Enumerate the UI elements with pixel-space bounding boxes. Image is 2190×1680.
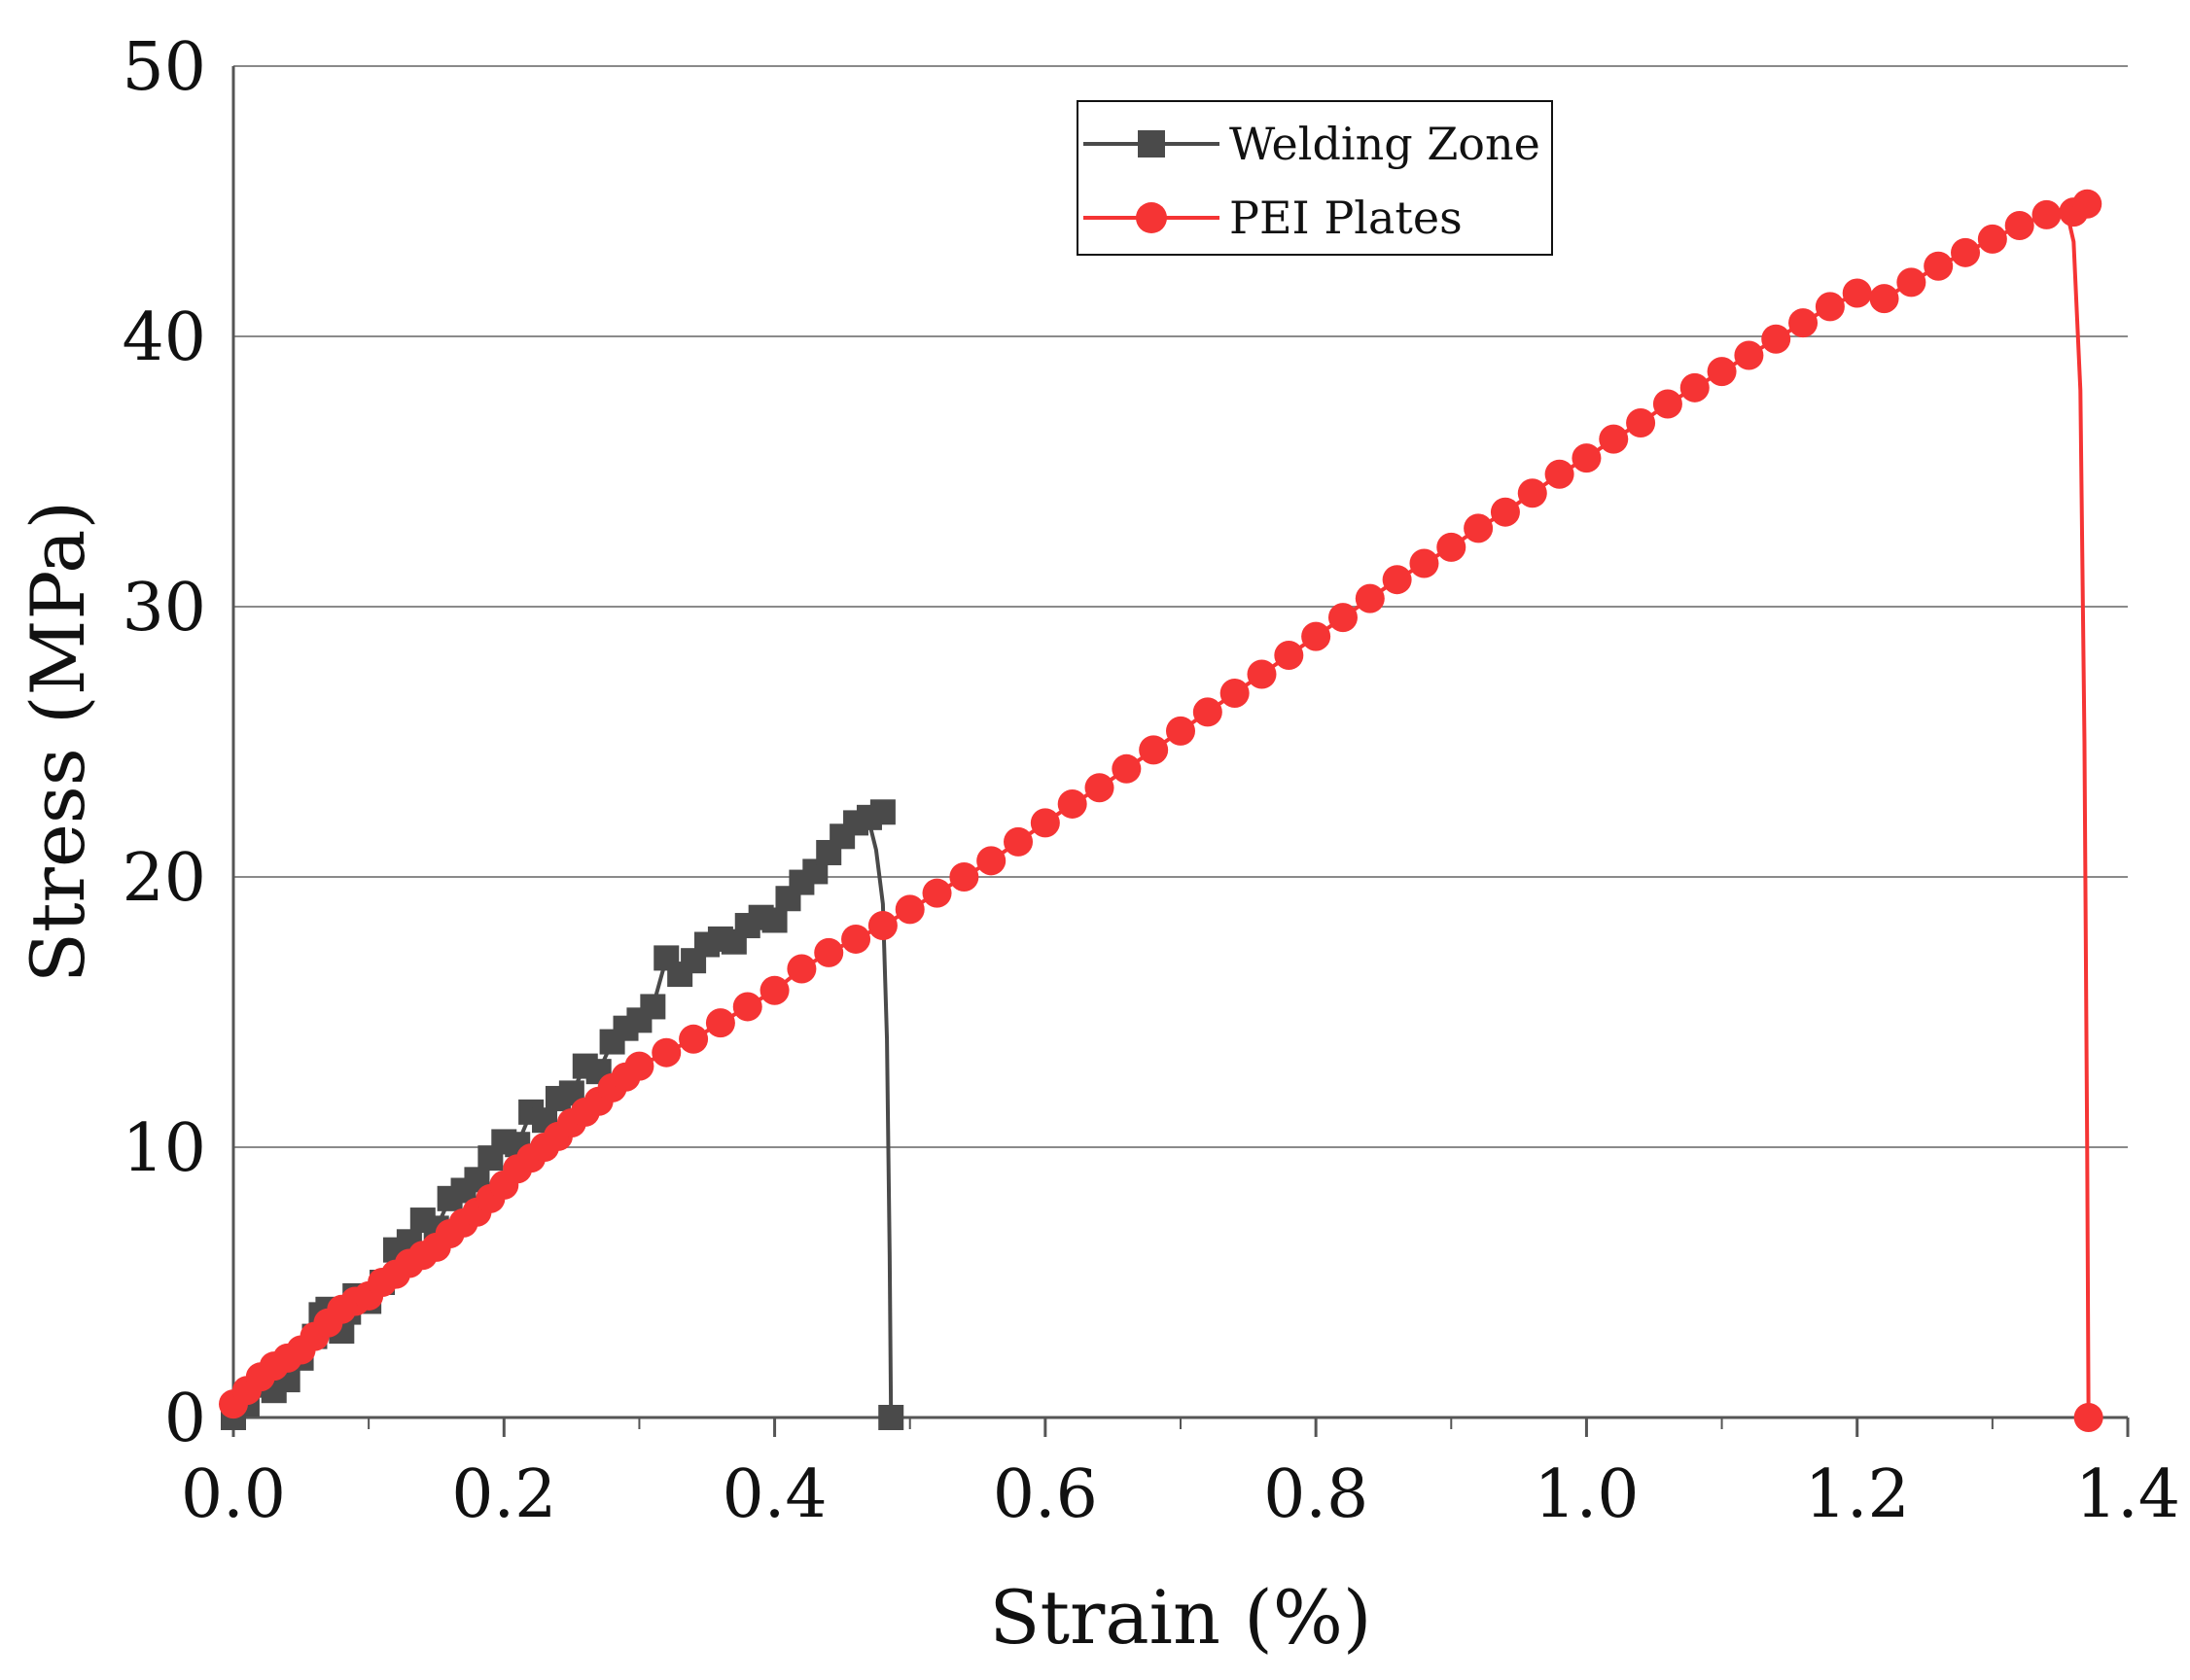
data-point xyxy=(1327,603,1358,633)
data-point xyxy=(732,992,762,1022)
y-tick-label: 30 xyxy=(122,570,206,647)
data-point xyxy=(2004,211,2034,241)
data-point xyxy=(652,1037,682,1068)
data-point xyxy=(1192,697,1222,727)
data-point xyxy=(1842,278,1872,308)
data-point xyxy=(1517,478,1547,508)
data-point xyxy=(1652,389,1682,419)
y-tick-label: 0 xyxy=(164,1381,206,1457)
x-tick-label: 1.4 xyxy=(2075,1456,2180,1533)
data-point xyxy=(1707,357,1737,387)
data-point xyxy=(787,954,817,984)
data-point xyxy=(869,799,896,825)
data-point xyxy=(895,894,925,925)
axis-ticks: 0 10 20 30 40 50 0.0 0.2 0.4 0.6 0.8 1.0 1.2 1.4 xyxy=(122,29,2180,1533)
failure-point xyxy=(878,1405,904,1430)
data-point xyxy=(1734,340,1764,370)
data-point xyxy=(949,862,979,892)
x-tick-label: 0.4 xyxy=(722,1456,827,1533)
data-point xyxy=(1869,284,1899,314)
data-point xyxy=(761,907,788,933)
x-tick-label: 0.6 xyxy=(993,1456,1098,1533)
x-tick-label: 0.0 xyxy=(181,1456,286,1533)
data-point xyxy=(1679,372,1710,402)
data-point xyxy=(2072,189,2102,219)
data-point xyxy=(867,911,898,941)
legend-label-welding-zone: Welding Zone xyxy=(1229,118,1540,170)
x-tick-label: 0.8 xyxy=(1263,1456,1368,1533)
data-point xyxy=(1815,292,1845,322)
legend-label-pei-plates: PEI Plates xyxy=(1229,192,1463,244)
data-point xyxy=(1247,659,1277,689)
data-point xyxy=(759,975,790,1005)
data-point xyxy=(1057,788,1087,819)
data-point xyxy=(705,1008,735,1038)
data-point xyxy=(1626,407,1656,438)
y-tick-label: 10 xyxy=(122,1110,206,1187)
data-point xyxy=(1084,773,1114,803)
data-point xyxy=(1599,424,1629,454)
x-tick-label: 1.2 xyxy=(1805,1456,1910,1533)
data-point xyxy=(1409,548,1439,578)
data-point xyxy=(2031,199,2062,229)
failure-line-pei-plates xyxy=(2065,211,2091,1418)
data-point xyxy=(1896,267,1926,298)
x-axis-title: Strain (%) xyxy=(989,1574,1371,1661)
data-point xyxy=(1112,753,1142,784)
y-axis-title: Stress (MPa) xyxy=(15,501,101,983)
data-point xyxy=(1761,324,1791,354)
data-point xyxy=(640,994,666,1020)
data-point xyxy=(624,1051,654,1081)
y-tick-label: 50 xyxy=(122,29,206,106)
data-point xyxy=(1139,735,1169,765)
data-point xyxy=(679,1024,709,1054)
series-welding-zone xyxy=(221,799,904,1430)
data-point xyxy=(1490,497,1520,527)
x-tick-label: 1.0 xyxy=(1534,1456,1639,1533)
failure-line-welding-zone xyxy=(867,822,894,1418)
data-point xyxy=(1382,565,1412,595)
data-point xyxy=(922,878,952,908)
data-point xyxy=(1274,641,1304,671)
series-layer xyxy=(219,189,2103,1432)
data-point xyxy=(1030,808,1060,838)
data-point xyxy=(1924,251,1954,281)
legend-marker-pei-plates xyxy=(1136,202,1167,233)
data-point xyxy=(976,846,1007,876)
y-tick-label: 20 xyxy=(122,840,206,917)
data-point xyxy=(1464,513,1494,543)
y-tick-label: 40 xyxy=(122,299,206,376)
data-point xyxy=(1436,532,1466,562)
data-point xyxy=(841,924,871,954)
failure-point xyxy=(2073,1403,2103,1432)
data-point xyxy=(1301,621,1331,651)
data-point xyxy=(1219,678,1250,708)
data-point xyxy=(1355,583,1385,613)
data-point xyxy=(1004,826,1034,857)
series-pei-plates xyxy=(219,189,2103,1432)
data-point xyxy=(1544,459,1574,489)
data-point xyxy=(814,937,844,967)
data-point xyxy=(1951,237,1981,267)
data-point xyxy=(1788,308,1819,338)
data-point xyxy=(1572,443,1602,473)
data-point xyxy=(1166,716,1195,746)
data-point xyxy=(1977,224,2007,254)
x-tick-label: 0.2 xyxy=(451,1456,556,1533)
legend-marker-welding-zone xyxy=(1138,130,1165,158)
legend: Welding Zone PEI Plates xyxy=(1077,100,1553,256)
